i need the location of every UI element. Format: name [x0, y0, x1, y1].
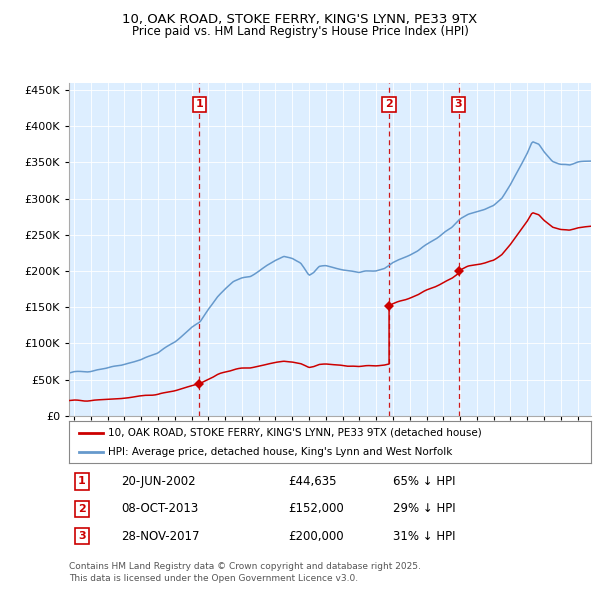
Text: 2: 2 — [78, 504, 86, 514]
Text: £44,635: £44,635 — [288, 475, 337, 488]
Text: 2: 2 — [385, 99, 393, 109]
Text: £152,000: £152,000 — [288, 502, 344, 516]
Text: 29% ↓ HPI: 29% ↓ HPI — [392, 502, 455, 516]
Text: Price paid vs. HM Land Registry's House Price Index (HPI): Price paid vs. HM Land Registry's House … — [131, 25, 469, 38]
Text: 3: 3 — [78, 531, 86, 541]
Text: 3: 3 — [455, 99, 463, 109]
Text: 28-NOV-2017: 28-NOV-2017 — [121, 530, 200, 543]
Text: £200,000: £200,000 — [288, 530, 344, 543]
Text: HPI: Average price, detached house, King's Lynn and West Norfolk: HPI: Average price, detached house, King… — [108, 447, 452, 457]
Text: 31% ↓ HPI: 31% ↓ HPI — [392, 530, 455, 543]
Text: 20-JUN-2002: 20-JUN-2002 — [121, 475, 196, 488]
Text: Contains HM Land Registry data © Crown copyright and database right 2025.
This d: Contains HM Land Registry data © Crown c… — [69, 562, 421, 583]
Text: 1: 1 — [78, 477, 86, 487]
Text: 10, OAK ROAD, STOKE FERRY, KING'S LYNN, PE33 9TX (detached house): 10, OAK ROAD, STOKE FERRY, KING'S LYNN, … — [108, 428, 482, 438]
Text: 1: 1 — [196, 99, 203, 109]
Text: 08-OCT-2013: 08-OCT-2013 — [121, 502, 199, 516]
Text: 65% ↓ HPI: 65% ↓ HPI — [392, 475, 455, 488]
Text: 10, OAK ROAD, STOKE FERRY, KING'S LYNN, PE33 9TX: 10, OAK ROAD, STOKE FERRY, KING'S LYNN, … — [122, 13, 478, 26]
